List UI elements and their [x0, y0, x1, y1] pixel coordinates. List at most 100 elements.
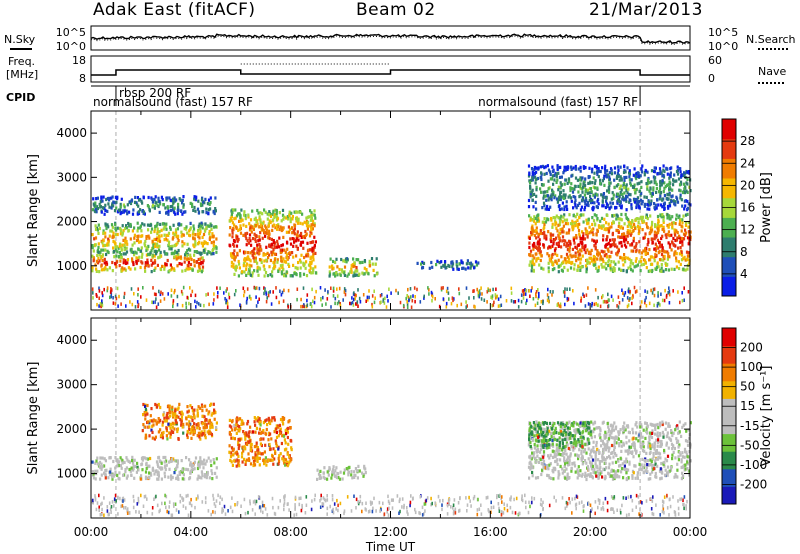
velocity-noise-point: [168, 500, 171, 504]
power-data-point: [183, 227, 186, 231]
power-data-point: [675, 169, 679, 174]
power-data-point: [675, 179, 678, 183]
power-data-point: [626, 166, 629, 170]
power-data-point: [269, 258, 272, 263]
power-data-point: [186, 231, 189, 235]
power-data-point: [605, 175, 608, 179]
power-data-point: [624, 256, 627, 260]
power-noise-point: [321, 303, 323, 307]
power-data-point: [311, 227, 314, 231]
velocity-data-point: [99, 456, 102, 460]
power-noise-point: [510, 299, 513, 303]
power-data-point: [267, 234, 270, 238]
power-noise-point: [384, 296, 386, 301]
power-data-point: [594, 241, 597, 245]
power-noise-point: [535, 292, 537, 296]
power-data-point: [295, 273, 298, 277]
velocity-noise-point: [166, 509, 168, 514]
velocity-data-point: [201, 409, 204, 413]
power-data-point: [575, 246, 579, 250]
power-data-point: [605, 202, 608, 206]
power-data-point: [674, 200, 677, 204]
power-data-point: [535, 177, 538, 181]
velocity-noise-point: [353, 494, 355, 498]
velocity-data-point: [134, 464, 137, 468]
power-data-point: [646, 217, 649, 221]
power-data-point: [125, 246, 128, 250]
power-data-point: [296, 230, 299, 234]
power-data-point: [553, 248, 557, 252]
power-data-point: [359, 261, 362, 265]
power-data-point: [462, 266, 465, 270]
date-title: 21/Mar/2013: [589, 0, 703, 20]
velocity-noise-point: [488, 509, 490, 514]
power-data-point: [559, 181, 562, 185]
power-data-point: [329, 257, 332, 261]
power-data-point: [666, 183, 669, 187]
power-data-point: [593, 263, 596, 267]
velocity-noise-point: [423, 502, 426, 506]
power-data-point: [551, 252, 554, 257]
power-data-point: [158, 230, 161, 234]
power-data-point: [212, 209, 215, 213]
velocity-noise-point: [566, 501, 569, 506]
power-data-point: [572, 254, 575, 258]
power-data-point: [121, 233, 124, 237]
power-data-point: [664, 185, 667, 189]
velocity-data-point: [150, 428, 153, 432]
power-data-point: [576, 218, 579, 223]
power-noise-point: [411, 299, 414, 303]
power-data-point: [660, 236, 663, 241]
power-data-point: [475, 263, 479, 267]
power-data-point: [123, 209, 126, 213]
power-data-point: [627, 223, 630, 227]
power-data-point: [276, 217, 280, 221]
power-data-point: [288, 230, 291, 234]
power-data-point: [630, 231, 633, 236]
power-noise-point: [351, 296, 353, 300]
velocity-data-point: [163, 416, 166, 420]
power-data-point: [592, 193, 595, 197]
power-data-point: [654, 242, 657, 246]
power-data-point: [202, 241, 206, 246]
power-data-point: [430, 260, 433, 265]
power-data-point: [626, 191, 629, 195]
power-data-point: [570, 199, 573, 203]
power-data-point: [178, 222, 181, 226]
velocity-data-point: [116, 473, 119, 477]
power-data-point: [639, 174, 642, 178]
power-data-point: [200, 260, 203, 265]
power-data-point: [94, 201, 97, 205]
power-data-point: [549, 205, 552, 209]
power-data-point: [653, 237, 656, 241]
power-noise-point: [591, 301, 593, 306]
power-data-point: [669, 217, 672, 221]
power-noise-point: [100, 304, 102, 309]
velocity-noise-point: [421, 505, 424, 510]
power-data-point: [139, 249, 143, 253]
power-data-point: [641, 199, 644, 204]
power-data-point: [241, 218, 244, 222]
power-data-point: [617, 224, 620, 229]
power-data-point: [127, 266, 130, 270]
velocity-data-point: [164, 467, 167, 472]
velocity-noise-point: [126, 507, 129, 511]
velocity-data-point: [196, 466, 200, 471]
power-data-point: [206, 224, 209, 228]
power-data-point: [623, 253, 626, 257]
power-data-point: [677, 177, 681, 181]
power-data-point: [232, 208, 235, 212]
velocity-noise-point: [403, 505, 405, 510]
power-data-point: [663, 181, 666, 185]
power-noise-point: [380, 293, 383, 297]
power-noise-point: [257, 300, 259, 304]
power-data-point: [676, 165, 679, 169]
power-data-point: [662, 215, 665, 219]
velocity-noise-point: [625, 496, 627, 500]
power-data-point: [275, 245, 278, 249]
velocity-data-point: [145, 462, 148, 466]
power-noise-point: [537, 288, 539, 292]
velocity-noise-point: [288, 508, 290, 512]
power-data-point: [663, 169, 666, 173]
velocity-noise-point: [431, 501, 433, 506]
